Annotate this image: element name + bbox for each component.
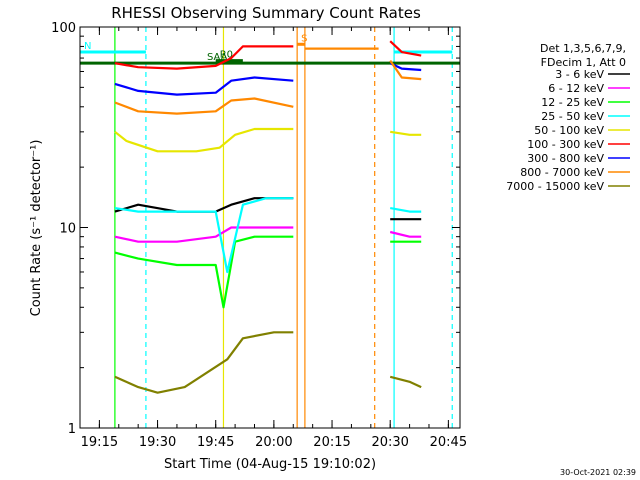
legend-entry-label: 6 - 12 keV xyxy=(548,82,604,95)
series-line xyxy=(114,76,294,96)
x-tick-label: 20:15 xyxy=(313,435,350,450)
series-line xyxy=(389,59,422,81)
series-line xyxy=(114,235,294,309)
y-tick-label: 1 xyxy=(68,422,76,437)
series-line xyxy=(389,230,422,238)
footer-timestamp: 30-Oct-2021 02:39 xyxy=(560,468,636,477)
series-line xyxy=(390,130,422,136)
x-tick-label: 20:00 xyxy=(255,435,292,450)
flag-marker-label: SAA xyxy=(207,52,228,63)
series-group xyxy=(114,331,422,394)
series-line xyxy=(389,40,422,57)
legend-entry-label: 7000 - 15000 keV xyxy=(506,180,604,193)
x-tick-label: 19:30 xyxy=(139,435,176,450)
flag-marker-label: N xyxy=(84,41,91,52)
legend-entry-label: 800 - 7000 keV xyxy=(520,166,604,179)
series-group xyxy=(114,127,422,153)
legend-entry-label: 3 - 6 keV xyxy=(555,68,604,81)
flag-marker-label: S xyxy=(301,33,307,44)
legend-entry-label: 300 - 800 keV xyxy=(527,152,604,165)
legend-entry-label: 25 - 50 keV xyxy=(541,110,604,123)
series-line xyxy=(389,375,422,389)
series-line xyxy=(114,127,294,153)
series-line xyxy=(114,331,294,394)
x-tick-label: 20:45 xyxy=(430,435,467,450)
series-group xyxy=(114,235,422,309)
series-group xyxy=(114,226,422,243)
legend-entry-label: 12 - 25 keV xyxy=(541,96,604,109)
series-line xyxy=(114,97,294,115)
y-axis-label: Count Rate (s⁻¹ detector⁻¹) xyxy=(29,140,44,317)
y-tick-label: 100 xyxy=(51,21,76,36)
axes: 19:15 19:30 19:45 20:00 20:15 20:30 20:45 1 10 10… xyxy=(51,21,467,450)
series-group xyxy=(114,40,422,70)
series-line xyxy=(114,45,294,70)
legend-entry-label: 50 - 100 keV xyxy=(534,124,604,137)
legend-entry-label: 100 - 300 keV xyxy=(527,138,604,151)
series-group xyxy=(114,197,422,274)
flag-marker-label: R0 xyxy=(220,50,233,61)
y-tick-label: 10 xyxy=(59,222,76,237)
legend-header-line-2: FDecim 1, Att 0 xyxy=(541,56,626,69)
chart-title: RHESSI Observing Summary Count Rates xyxy=(111,4,421,22)
legend-header-line-1: Det 1,3,5,6,7,9, xyxy=(540,42,626,55)
series-line xyxy=(390,207,422,213)
x-tick-label: 20:30 xyxy=(371,435,408,450)
series-line xyxy=(114,197,294,274)
x-axis-label: Start Time (04-Aug-15 19:10:02) xyxy=(164,457,376,472)
series-group xyxy=(114,47,422,115)
x-tick-label: 19:15 xyxy=(81,435,118,450)
series-line xyxy=(114,197,294,213)
x-tick-label: 19:45 xyxy=(197,435,234,450)
series-line xyxy=(114,226,294,243)
